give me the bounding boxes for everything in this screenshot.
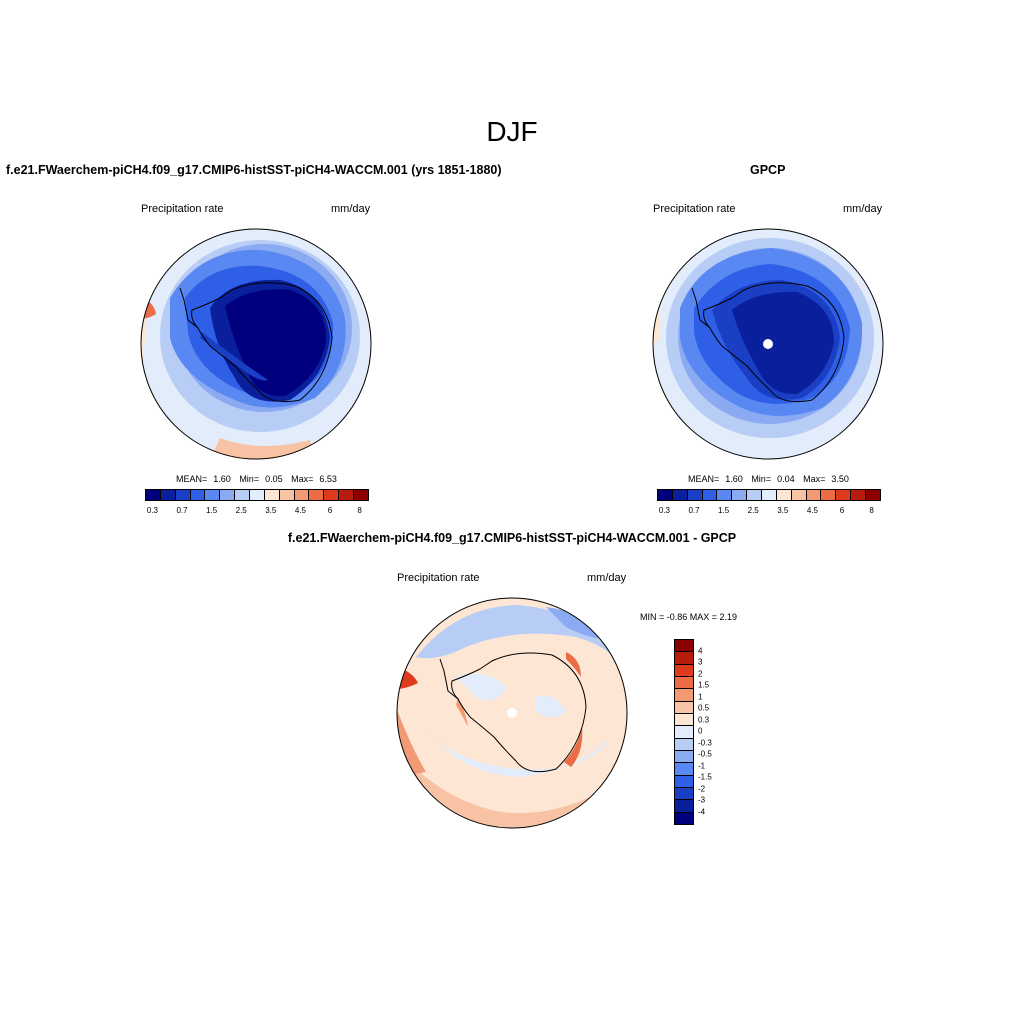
- colorbar-tick-label: 1.5: [718, 506, 730, 515]
- colorbar-tick-label: 2.5: [235, 506, 247, 515]
- colorbar-swatch: [866, 490, 880, 500]
- colorbar-tick-label: 0: [698, 726, 703, 736]
- colorbar-swatch: [146, 490, 161, 500]
- colorbar-swatch: [324, 490, 340, 500]
- colorbar-swatch: [821, 490, 837, 500]
- colorbar-swatch: [675, 787, 693, 801]
- diff-precip-map: [396, 597, 628, 829]
- colorbar-swatch: [309, 490, 325, 500]
- colorbar-tick-label: 3.5: [777, 506, 789, 515]
- colorbar-swatch: [339, 490, 355, 500]
- colorbar-tick-label: 2: [698, 669, 703, 678]
- colorbar-swatch: [279, 490, 295, 500]
- colorbar-tick-label: 1: [698, 692, 703, 701]
- colorbar-tick-label: 8: [869, 506, 874, 515]
- model-stats: MEAN= 1.60 Min= 0.05 Max= 6.53: [176, 474, 337, 484]
- colorbar-tick-label: 0.3: [658, 506, 670, 515]
- diff-panel-title: f.e21.FWaerchem-piCH4.f09_g17.CMIP6-hist…: [287, 531, 737, 545]
- colorbar-swatch: [675, 763, 693, 776]
- colorbar-tick-label: -0.5: [698, 749, 712, 759]
- colorbar-tick-label: 2.5: [747, 506, 759, 515]
- colorbar-tick-label: 4: [698, 646, 703, 655]
- colorbar-swatch: [675, 726, 693, 739]
- obs-colorbar: [657, 489, 881, 501]
- colorbar-tick-label: 0.7: [176, 506, 188, 515]
- colorbar-tick-label: 0.3: [146, 506, 158, 515]
- colorbar-swatch: [762, 490, 777, 500]
- colorbar-tick-label: -1.5: [698, 772, 712, 782]
- colorbar-swatch: [747, 490, 763, 500]
- colorbar-swatch: [732, 490, 748, 500]
- colorbar-swatch: [220, 490, 236, 500]
- obs-precip-map: [652, 228, 884, 460]
- colorbar-tick-label: 8: [357, 506, 362, 515]
- model-panel-title: f.e21.FWaerchem-piCH4.f09_g17.CMIP6-hist…: [6, 163, 502, 177]
- colorbar-swatch: [675, 750, 693, 764]
- colorbar-tick-label: 3.5: [265, 506, 277, 515]
- colorbar-swatch: [675, 775, 693, 788]
- colorbar-swatch: [836, 490, 852, 500]
- diff-colorbar: [674, 639, 694, 825]
- colorbar-swatch: [190, 490, 206, 500]
- colorbar-tick-label: 0.3: [698, 715, 710, 724]
- colorbar-swatch: [675, 701, 693, 714]
- diff-stats: MIN = -0.86 MAX = 2.19: [640, 612, 738, 622]
- colorbar-swatch: [250, 490, 265, 500]
- model-precip-map: [140, 228, 372, 460]
- colorbar-swatch: [851, 490, 867, 500]
- colorbar-swatch: [675, 738, 693, 751]
- model-colorbar: [145, 489, 369, 501]
- colorbar-tick-label: 3: [698, 657, 703, 667]
- diff-units-label: mm/day: [587, 572, 627, 584]
- colorbar-tick-label: -3: [698, 795, 706, 805]
- colorbar-tick-label: 4.5: [806, 506, 818, 515]
- colorbar-tick-label: -1: [698, 761, 706, 770]
- colorbar-swatch: [675, 713, 693, 727]
- colorbar-tick-label: 6: [327, 506, 333, 515]
- diff-variable-label: Precipitation rate: [397, 572, 480, 584]
- colorbar-tick-label: 6: [839, 506, 845, 515]
- colorbar-swatch: [776, 490, 792, 500]
- colorbar-swatch: [354, 490, 368, 500]
- colorbar-tick-label: 4.5: [294, 506, 306, 515]
- colorbar-swatch: [675, 800, 693, 813]
- colorbar-swatch: [658, 490, 673, 500]
- colorbar-swatch: [294, 490, 310, 500]
- colorbar-swatch: [675, 689, 693, 702]
- colorbar-swatch: [264, 490, 280, 500]
- colorbar-swatch: [702, 490, 718, 500]
- colorbar-tick-label: -0.3: [698, 738, 712, 747]
- diff-colorbar-ticks: 4 3 2 1.5 1 0.5 0.3 0 -0.3 -0.5 -1 -1.5 -2 -3 -4: [698, 639, 738, 823]
- colorbar-swatch: [675, 812, 693, 824]
- obs-units-label: mm/day: [843, 203, 883, 215]
- figure-title: DJF: [486, 116, 538, 147]
- colorbar-swatch: [175, 490, 191, 500]
- obs-variable-label: Precipitation rate: [653, 203, 736, 215]
- colorbar-swatch: [160, 490, 176, 500]
- colorbar-tick-label: -2: [698, 784, 706, 793]
- colorbar-swatch: [675, 640, 693, 653]
- colorbar-tick-label: 0.7: [688, 506, 700, 515]
- colorbar-swatch: [205, 490, 221, 500]
- colorbar-swatch: [717, 490, 733, 500]
- colorbar-swatch: [791, 490, 807, 500]
- colorbar-swatch: [235, 490, 251, 500]
- colorbar-swatch: [806, 490, 822, 500]
- colorbar-swatch: [687, 490, 703, 500]
- colorbar-tick-label: 0.5: [698, 703, 710, 713]
- colorbar-swatch: [675, 676, 693, 690]
- obs-panel-title: GPCP: [750, 163, 786, 177]
- colorbar-tick-label: 1.5: [698, 680, 710, 690]
- model-units-label: mm/day: [331, 203, 371, 215]
- model-variable-label: Precipitation rate: [141, 203, 224, 215]
- obs-stats: MEAN= 1.60 Min= 0.04 Max= 3.50: [688, 474, 849, 484]
- colorbar-swatch: [672, 490, 688, 500]
- colorbar-tick-label: -4: [698, 807, 706, 816]
- colorbar-swatch: [675, 652, 693, 665]
- colorbar-swatch: [675, 664, 693, 677]
- colorbar-tick-label: 1.5: [206, 506, 218, 515]
